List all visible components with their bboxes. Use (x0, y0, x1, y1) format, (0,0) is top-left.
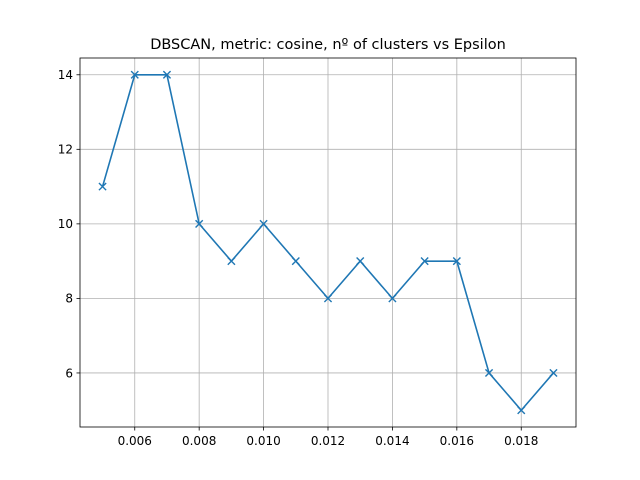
data-point (259, 219, 268, 228)
data-point (291, 257, 300, 266)
data-point (195, 219, 204, 228)
y-tick-label: 6 (65, 366, 73, 380)
x-tick-label: 0.018 (504, 434, 538, 448)
x-tick-label: 0.012 (311, 434, 345, 448)
data-point (420, 257, 429, 266)
data-point (517, 406, 526, 415)
data-point (323, 294, 333, 303)
data-point (162, 70, 172, 79)
data-point (130, 70, 139, 79)
x-tick-label: 0.006 (118, 434, 152, 448)
data-point (356, 257, 365, 266)
series (98, 70, 558, 415)
data-point (549, 368, 558, 378)
data-point (388, 294, 397, 303)
chart-title: DBSCAN, metric: cosine, nº of clusters v… (150, 37, 506, 53)
y-tick-label: 8 (65, 292, 73, 306)
data-point (484, 368, 494, 378)
ticks: 0.006 0.008 0.010 0.012 0.014 0.016 0.018 6 8 10 1… (58, 68, 539, 448)
data-point (98, 182, 107, 191)
x-tick-label: 0.008 (182, 434, 216, 448)
x-tick-label: 0.010 (246, 434, 280, 448)
x-tick-label: 0.016 (440, 434, 474, 448)
y-tick-label: 12 (58, 143, 73, 157)
y-tick-label: 10 (58, 217, 73, 231)
y-tick-label: 14 (58, 68, 73, 82)
data-point (227, 257, 236, 266)
x-tick-label: 0.014 (375, 434, 409, 448)
data-point (452, 257, 461, 266)
